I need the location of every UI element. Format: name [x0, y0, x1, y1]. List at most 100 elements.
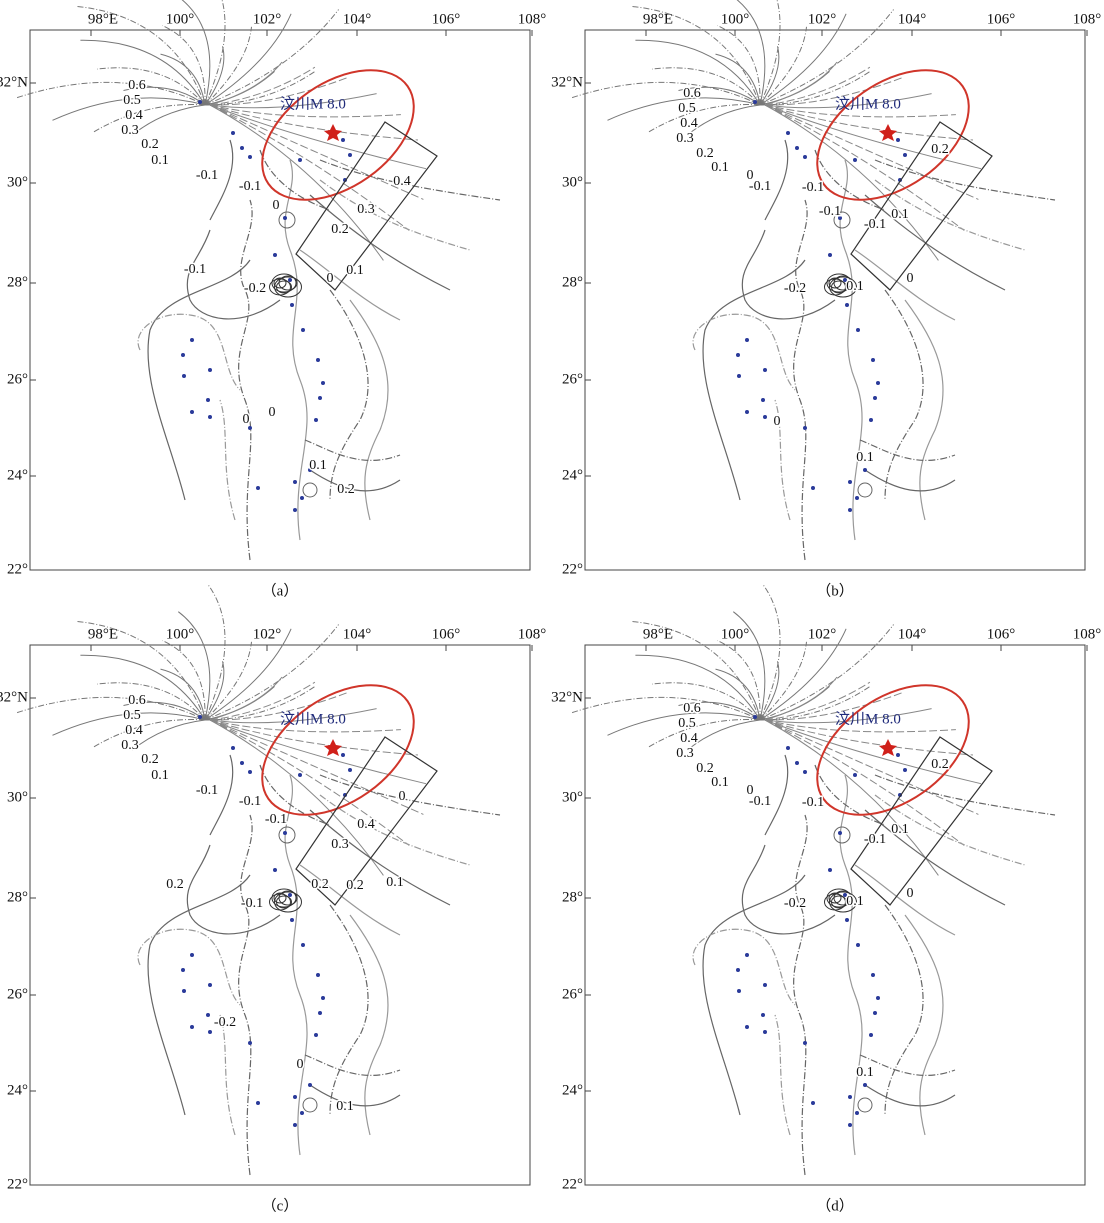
- contour-label: 0.6: [683, 86, 701, 101]
- contour-line: [874, 179, 1026, 251]
- contour-line: [209, 708, 377, 724]
- contour-line: [814, 149, 886, 211]
- contour-loop: [271, 888, 297, 908]
- lon-label: 106°: [432, 11, 461, 27]
- contour-line: [97, 682, 206, 721]
- lon-label: 102°: [808, 11, 837, 27]
- contour-line: [774, 1014, 791, 1136]
- panel-caption: （c）: [262, 1197, 299, 1214]
- station: [845, 918, 849, 922]
- contour-label: 0.1: [309, 458, 327, 473]
- contour-line: [854, 249, 956, 321]
- contour-line: [209, 104, 424, 200]
- station: [208, 983, 212, 987]
- contour-line: [884, 289, 924, 501]
- contour-line: [764, 66, 871, 106]
- map-panel: 98°E 100° 102° 104° 106° 108° 32°N 30° 28° 26° 24°…: [551, 584, 1101, 1214]
- contour-loop: [302, 482, 318, 498]
- contour-label: 0.1: [846, 279, 864, 294]
- contour-line: [131, 104, 206, 136]
- contour-label: 0.1: [711, 775, 729, 790]
- station: [863, 1083, 867, 1087]
- lon-label: 102°: [253, 11, 282, 27]
- station: [256, 486, 260, 490]
- contour-line: [349, 914, 389, 1136]
- lon-label: 100°: [166, 626, 195, 642]
- study-box: [850, 736, 993, 906]
- lat-label: 24°: [562, 467, 583, 483]
- contour-label: 0.1: [846, 894, 864, 909]
- station: [753, 100, 757, 104]
- contour-loop: [273, 277, 287, 289]
- contour-line: [209, 104, 410, 231]
- contour-line: [741, 844, 836, 935]
- station: [869, 1033, 873, 1037]
- contour-loop: [833, 890, 853, 906]
- lat-label: 32°N: [551, 689, 583, 705]
- contour-line: [319, 159, 501, 201]
- contour-line: [774, 399, 791, 521]
- contour-line: [864, 1084, 956, 1107]
- contour-label: 0: [907, 886, 914, 901]
- contour-loop: [828, 277, 842, 289]
- lat-label: 28°: [562, 889, 583, 905]
- station: [853, 773, 857, 777]
- station: [736, 968, 740, 972]
- station: [876, 996, 880, 1000]
- station: [248, 770, 252, 774]
- lon-label: 104°: [898, 11, 927, 27]
- station: [182, 989, 186, 993]
- lat-label: 22°: [562, 1176, 583, 1192]
- station: [763, 1030, 767, 1034]
- contour-line: [759, 0, 781, 106]
- contour-label: 0.3: [676, 131, 694, 146]
- contour-line: [209, 104, 427, 170]
- contour-line: [137, 313, 241, 391]
- contour-line: [607, 712, 761, 736]
- lon-label: 106°: [987, 11, 1016, 27]
- lat-label: 30°: [7, 789, 28, 805]
- station: [803, 155, 807, 159]
- station: [341, 753, 345, 757]
- contour-label: 0.3: [676, 746, 694, 761]
- station: [240, 761, 244, 765]
- contour-line: [647, 719, 761, 749]
- contour-line: [186, 844, 281, 935]
- contour-line: [764, 104, 956, 118]
- contour-line: [209, 754, 234, 836]
- contour-line: [859, 439, 956, 461]
- station: [763, 415, 767, 419]
- panel-caption: （a）: [262, 582, 299, 599]
- contour-line: [204, 641, 252, 721]
- contour-line: [647, 104, 761, 134]
- contour-label: 0.1: [151, 153, 169, 168]
- station: [198, 715, 202, 719]
- station: [182, 374, 186, 378]
- contour-line: [741, 229, 836, 320]
- station: [848, 1095, 852, 1099]
- rupture-ellipse: [261, 684, 415, 816]
- contour-label: 0.3: [121, 123, 139, 138]
- contour-label: -0.1: [864, 832, 886, 847]
- contour-label: 0.5: [678, 716, 696, 731]
- rupture-ellipse: [816, 684, 970, 816]
- contour-line: [209, 692, 348, 721]
- contour-loop: [831, 895, 847, 909]
- map-panel: 98°E 100° 102° 104° 106° 108° 32°N 30° 28° 26° 24°…: [0, 584, 546, 1214]
- contour-line: [209, 719, 427, 785]
- contour-line: [80, 654, 206, 721]
- station: [308, 1083, 312, 1087]
- contour-line: [209, 61, 283, 106]
- station: [736, 353, 740, 357]
- lat-label: 26°: [7, 371, 28, 387]
- contour-loop: [833, 826, 851, 844]
- station: [855, 1111, 859, 1115]
- contour-line: [319, 179, 471, 251]
- contour-line: [304, 1054, 401, 1076]
- contour-line: [123, 701, 206, 721]
- contour-label: -0.1: [184, 262, 206, 277]
- contour-label: -0.1: [196, 783, 218, 798]
- contour-loop: [828, 892, 842, 904]
- station: [301, 328, 305, 332]
- map-frame: [584, 29, 1086, 571]
